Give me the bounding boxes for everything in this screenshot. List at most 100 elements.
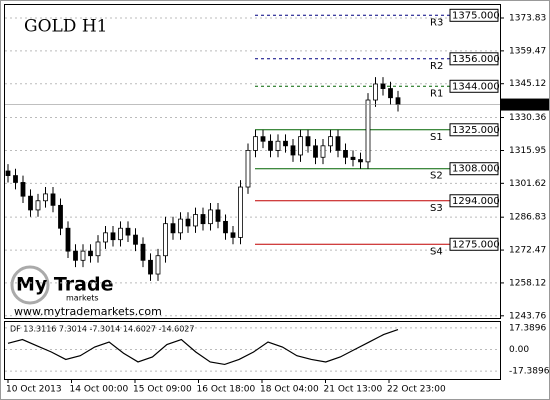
candle xyxy=(20,175,26,204)
candle xyxy=(343,143,348,165)
brand: My Trade xyxy=(16,274,113,296)
candle-body xyxy=(388,88,393,99)
candle-body xyxy=(335,136,341,151)
y-tick-label: 1243.76 xyxy=(509,311,546,321)
candle-body xyxy=(148,259,153,275)
candle xyxy=(103,225,108,249)
x-tick-label: 16 Oct 18:00 xyxy=(197,385,256,395)
candle xyxy=(5,164,11,183)
candle xyxy=(58,198,63,236)
candle-body xyxy=(238,186,243,238)
pivot-label: 1275.000 xyxy=(452,239,500,250)
indicator-panel xyxy=(4,321,501,380)
indicator-line xyxy=(7,329,399,366)
candle xyxy=(95,235,101,263)
candle-body xyxy=(43,193,48,202)
candle xyxy=(305,129,311,153)
pivot-label: 1375.000 xyxy=(452,10,500,21)
candle xyxy=(268,134,273,158)
indicator-label: DF 13.3116 7.3014 -7.3014 14.6027 -14.60… xyxy=(10,325,194,334)
y-tick-label: 1272.47 xyxy=(509,246,546,256)
candle-body xyxy=(58,204,63,229)
pivot-box xyxy=(449,162,499,176)
pivot-box xyxy=(449,8,499,22)
candle xyxy=(13,168,18,190)
brand-sub: markets xyxy=(66,294,99,303)
candle-body xyxy=(103,232,108,243)
candle xyxy=(350,150,356,167)
candle-body xyxy=(73,250,78,261)
candle xyxy=(163,216,168,263)
price-panel xyxy=(4,4,501,319)
candle-body xyxy=(65,227,71,252)
candle xyxy=(43,187,48,208)
y-tick-label: 1315.95 xyxy=(509,146,546,156)
indicator-tick-label: 17.3896 xyxy=(509,323,546,333)
candle-body xyxy=(343,149,348,158)
logo-ring xyxy=(10,265,50,305)
candle xyxy=(80,244,86,268)
candle-body xyxy=(253,136,258,151)
candle-body xyxy=(350,156,356,160)
pivot-name: R1 xyxy=(430,88,443,99)
pivot-box xyxy=(449,194,499,208)
candle xyxy=(230,225,236,245)
candle-body xyxy=(5,170,11,176)
pivot-box xyxy=(449,237,499,251)
candle-body xyxy=(395,97,401,106)
candle-body xyxy=(170,223,176,234)
indicator-tick-label: -17.3896 xyxy=(509,367,550,377)
candle xyxy=(335,129,341,158)
candle-body xyxy=(268,140,273,151)
y-tick-label: 1258.12 xyxy=(509,278,546,288)
candle-body xyxy=(283,140,288,147)
candle-body xyxy=(275,140,281,151)
pivot-name: S3 xyxy=(430,203,443,214)
candle-body xyxy=(163,223,168,257)
candle xyxy=(313,138,318,165)
candle-body xyxy=(313,145,318,158)
url: www.mytrademarkets.com xyxy=(14,305,162,318)
pivot-name: S1 xyxy=(430,132,443,143)
candle xyxy=(125,221,131,242)
pivot-name: S2 xyxy=(430,171,443,182)
candle xyxy=(65,221,71,259)
candle-body xyxy=(80,250,86,261)
candle-body xyxy=(305,136,311,147)
pivot-label: 1344.000 xyxy=(452,81,500,92)
y-tick-label: 1359.47 xyxy=(509,46,546,56)
x-tick-label: 15 Oct 09:00 xyxy=(133,385,192,395)
candle xyxy=(50,187,56,213)
candle-body xyxy=(223,220,228,234)
candle xyxy=(200,207,206,231)
candle xyxy=(110,225,116,247)
y-tick-label: 1330.36 xyxy=(509,113,546,123)
pivot-label: 1294.000 xyxy=(452,196,500,207)
candle xyxy=(148,253,153,281)
pivot-label: 1325.000 xyxy=(452,125,500,136)
candle xyxy=(118,221,123,247)
candle xyxy=(170,216,176,240)
pivot-name: S4 xyxy=(430,246,443,257)
x-tick-label: 22 Oct 23:00 xyxy=(387,385,446,395)
candle-body xyxy=(193,214,198,227)
candle-body xyxy=(290,145,296,156)
candle-body xyxy=(28,195,33,211)
candle xyxy=(208,203,213,231)
candle xyxy=(155,248,161,281)
candle xyxy=(373,77,378,107)
candle xyxy=(388,81,393,105)
candle xyxy=(140,237,146,268)
candle-body xyxy=(320,145,326,158)
candle xyxy=(365,93,371,169)
candle xyxy=(193,207,198,233)
candle xyxy=(328,129,333,153)
y-tick-label: 1286.83 xyxy=(509,213,546,223)
candle-body xyxy=(110,232,116,241)
candle xyxy=(253,129,258,158)
candle-body xyxy=(140,243,146,261)
candle xyxy=(185,212,191,233)
candle-body xyxy=(155,255,161,275)
candle-body xyxy=(118,227,123,241)
candle-body xyxy=(245,149,251,188)
